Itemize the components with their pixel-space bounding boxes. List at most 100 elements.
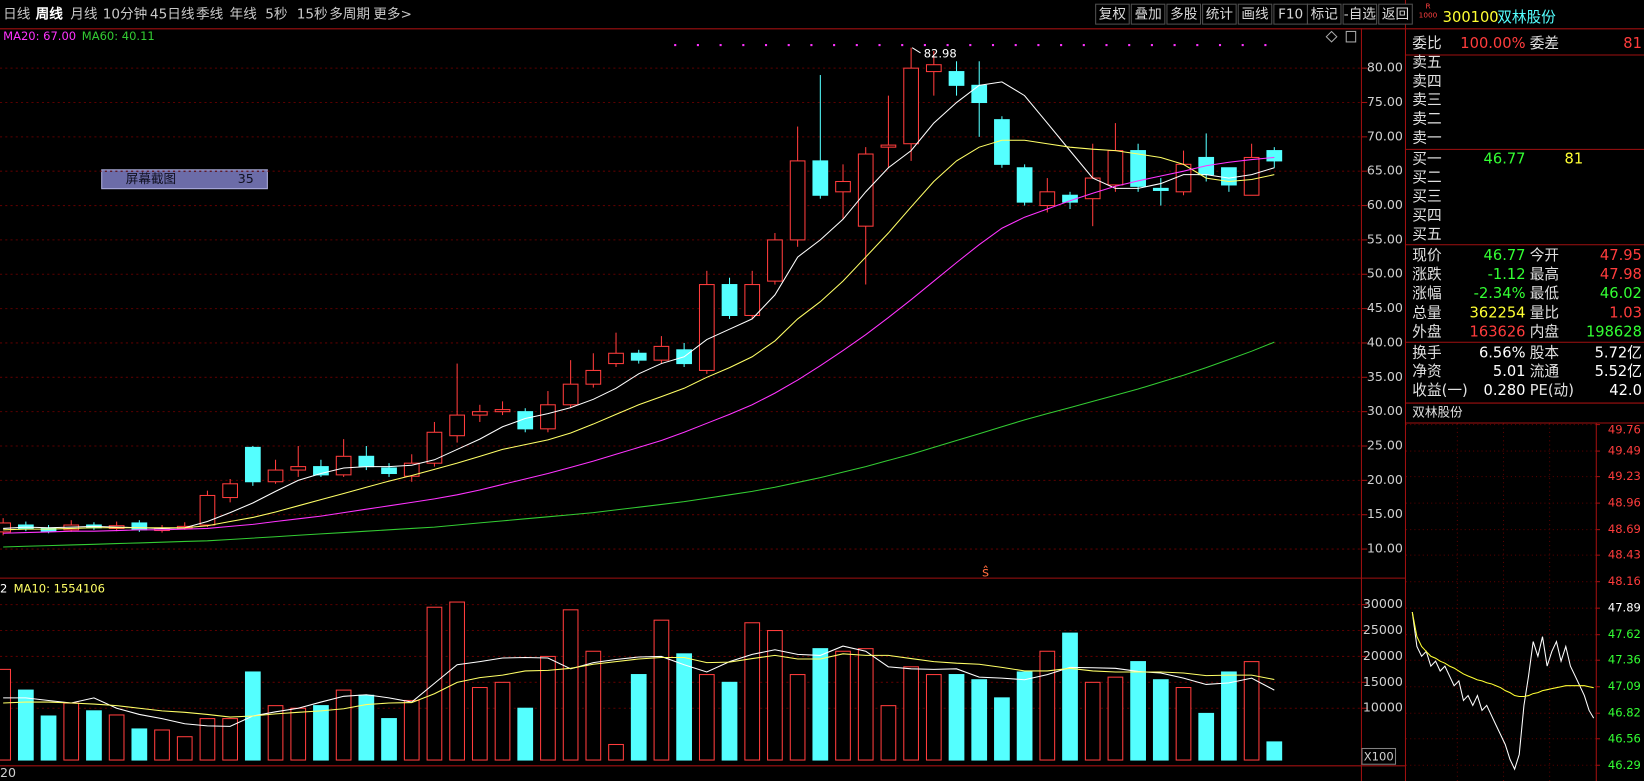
diamond-icon[interactable] <box>1325 30 1338 43</box>
period-tab[interactable]: 多周期 <box>329 6 370 23</box>
y-tick-label: 40.00 <box>1367 334 1403 349</box>
stat-value: 47.95 <box>1600 247 1642 264</box>
y-tick-label: 47.09 <box>1608 679 1641 693</box>
tool-label[interactable]: -自选 <box>1344 7 1377 23</box>
period-tab[interactable]: 月线 <box>70 7 98 23</box>
volume-bar <box>131 728 148 761</box>
y-tick-label: 45.00 <box>1367 300 1403 315</box>
tool-button[interactable] <box>1306 3 1342 25</box>
candle-body <box>40 527 57 532</box>
tool-button[interactable] <box>1237 3 1273 25</box>
bid-label: 买五 <box>1412 226 1441 243</box>
stat-label: 涨幅 <box>1412 285 1441 302</box>
signal-dot <box>1037 44 1040 47</box>
candle-body <box>744 284 761 317</box>
signal-dot <box>810 44 813 47</box>
candle-body <box>1266 150 1283 162</box>
candle-body <box>1243 156 1260 196</box>
candle-body <box>0 522 12 533</box>
volume-bar <box>789 674 806 761</box>
y-tick-label: 55.00 <box>1367 231 1403 246</box>
volume-bar <box>653 619 670 761</box>
signal-dot <box>1128 44 1131 47</box>
volume-bar <box>1198 712 1215 761</box>
volume-bar <box>1266 741 1283 761</box>
period-tab[interactable]: 日线 <box>3 7 31 23</box>
volume-bar <box>517 707 534 761</box>
tool-label[interactable]: 叠加 <box>1134 7 1161 23</box>
box-icon[interactable] <box>1345 30 1357 43</box>
period-tab[interactable]: 更多> <box>373 6 412 23</box>
footer-fragment: 20 <box>0 765 16 780</box>
volume-bar <box>676 653 692 761</box>
volume-bar <box>17 689 34 761</box>
volume-bar <box>608 743 624 761</box>
signal-dot <box>946 44 949 47</box>
finance-label: PE(动) <box>1530 382 1574 399</box>
tool-button[interactable] <box>1378 3 1413 25</box>
volume-bar <box>1016 671 1033 761</box>
tool-label[interactable]: 统计 <box>1206 7 1234 23</box>
intraday-title: 双林股份 <box>1412 405 1463 420</box>
candle-body <box>903 67 919 145</box>
volume-bar <box>86 710 102 761</box>
signal-dot <box>833 44 836 47</box>
tool-button[interactable] <box>1202 3 1237 25</box>
y-tick-label: 75.00 <box>1367 94 1403 109</box>
candle-body <box>812 160 829 196</box>
volume-bar <box>880 705 897 761</box>
y-tick-label: 49.23 <box>1608 469 1641 483</box>
period-tab[interactable]: 季线 <box>196 7 224 23</box>
tool-label[interactable]: 多股 <box>1170 6 1198 23</box>
bid-volume: 81 <box>1565 150 1584 167</box>
quote-value: 81 <box>1623 35 1642 52</box>
stat-label: 今开 <box>1530 247 1559 264</box>
screenshot-tag[interactable] <box>101 169 268 190</box>
stock-name: 双林股份 <box>1497 9 1556 26</box>
signal-dot <box>696 44 699 47</box>
candle-body <box>199 494 216 526</box>
unit-box <box>1361 747 1397 765</box>
tool-button[interactable] <box>1130 3 1166 25</box>
period-tab[interactable]: 45日线 <box>150 7 195 23</box>
quote-label: 委差 <box>1530 35 1559 52</box>
ask-label: 卖一 <box>1412 129 1442 146</box>
candle-body <box>426 431 443 464</box>
volume-bar <box>403 699 420 761</box>
period-tab[interactable]: 5秒 <box>265 7 287 23</box>
event-marker[interactable]: ŝ <box>982 564 989 580</box>
tool-button[interactable] <box>1166 3 1202 25</box>
y-tick-label: 49.49 <box>1608 444 1641 458</box>
tool-button[interactable] <box>1342 3 1378 25</box>
period-tab[interactable]: 年线 <box>230 7 258 23</box>
candle-body <box>857 153 874 227</box>
tool-label[interactable]: 返回 <box>1382 7 1409 23</box>
y-tick-label: 80.00 <box>1367 60 1403 75</box>
ma-line <box>3 341 1275 548</box>
volume-bar <box>313 705 329 761</box>
period-tab[interactable]: 15秒 <box>297 7 328 23</box>
signal-dot <box>1105 44 1108 47</box>
signal-dot <box>923 44 926 47</box>
tool-button[interactable] <box>1095 3 1130 25</box>
stat-label: 量比 <box>1530 304 1559 321</box>
tool-label[interactable]: F10 <box>1278 7 1303 23</box>
tool-label[interactable]: 画线 <box>1241 7 1269 23</box>
volume-bar <box>1130 661 1146 761</box>
tool-label[interactable]: 复权 <box>1099 6 1127 23</box>
candle-body <box>471 411 488 416</box>
signal-dot <box>1264 44 1267 47</box>
y-tick-label: 25.00 <box>1367 438 1403 453</box>
bid-price: 46.77 <box>1484 150 1526 167</box>
high-annotation: 82.98 <box>924 46 957 60</box>
signal-dot <box>674 44 677 47</box>
candle-body <box>608 352 624 365</box>
candle-body <box>244 446 261 483</box>
candle-body <box>925 64 942 73</box>
signal-dot <box>901 44 904 47</box>
tool-label[interactable]: 标记 <box>1311 7 1339 23</box>
period-tab[interactable]: 10分钟 <box>103 6 148 23</box>
period-tab[interactable]: 周线 <box>36 6 64 23</box>
finance-value: 6.56% <box>1479 344 1526 361</box>
